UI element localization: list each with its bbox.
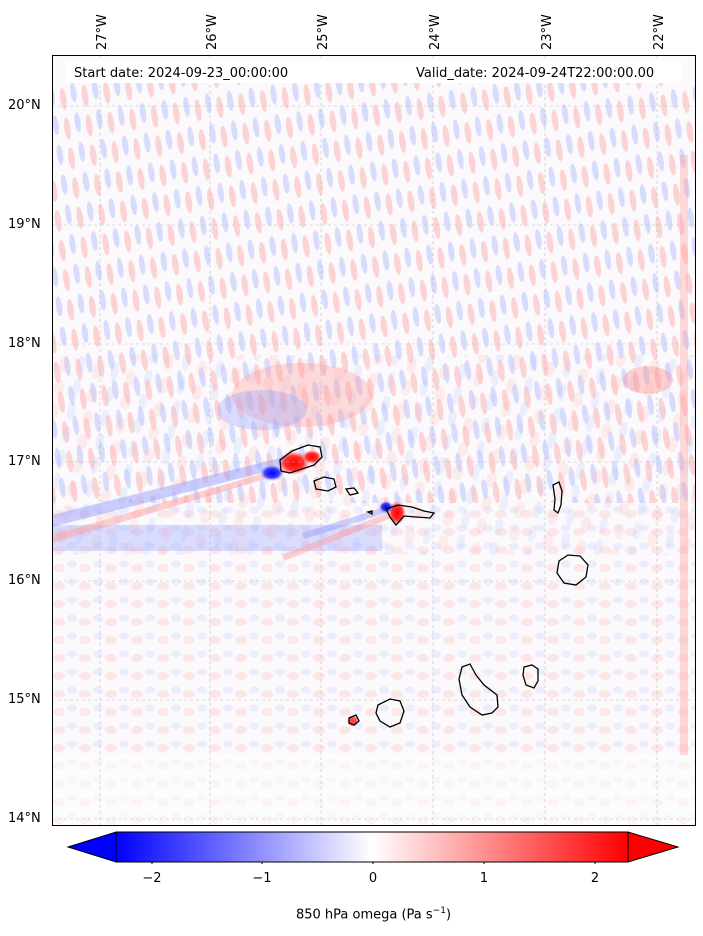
colorbar-tick-m2: −2	[142, 871, 162, 886]
island-fogo	[375, 698, 405, 728]
island-boa-vista	[556, 554, 589, 586]
colorbar-label-sup: −1	[432, 906, 446, 916]
lon-label-27w: 27°W	[95, 14, 110, 50]
island-brava	[348, 714, 360, 726]
lat-label-20n: 20°N	[8, 98, 41, 113]
coastlines	[279, 444, 589, 728]
colorbar-tick-1: 1	[479, 871, 489, 886]
lon-label-22w: 22°W	[652, 14, 667, 50]
blue-band	[52, 525, 382, 551]
lat-label-16n: 16°N	[8, 573, 41, 588]
island-sal	[552, 481, 563, 515]
omega-core-blue-santo-antao	[260, 465, 284, 481]
lon-label-23w: 23°W	[540, 14, 555, 50]
island-sao-vicente	[313, 476, 337, 492]
graticule	[52, 55, 696, 826]
colorbar-tick-0: 0	[368, 871, 378, 886]
colorbar-label-main: 850 hPa omega (Pa s	[295, 907, 433, 923]
lon-label-24w: 24°W	[428, 14, 443, 50]
island-ilheu	[366, 510, 373, 516]
lat-label-14n: 14°N	[8, 811, 41, 826]
lat-label-17n: 17°N	[8, 454, 41, 469]
island-santo-antao	[279, 444, 323, 474]
colorbar	[66, 831, 680, 864]
start-date-label: Start date: 2024-09-23_00:00:00	[74, 66, 289, 81]
colorbar-tick-2: 2	[590, 871, 600, 886]
valid-date-label: Valid_date: 2024-09-24T22:00:00.00	[416, 66, 655, 81]
lat-label-19n: 19°N	[8, 217, 41, 232]
colorbar-tick-m1: −1	[252, 871, 272, 886]
island-santiago	[458, 663, 499, 716]
island-maio	[522, 664, 539, 689]
island-sao-nicolau	[385, 504, 436, 527]
lat-label-15n: 15°N	[8, 692, 41, 707]
lat-label-18n: 18°N	[8, 336, 41, 351]
lon-label-26w: 26°W	[205, 14, 220, 50]
colorbar-label: 850 hPa omega (Pa s−1)	[22, 906, 703, 922]
lon-label-25w: 25°W	[316, 14, 331, 50]
colorbar-label-end: )	[445, 907, 452, 923]
omega-map	[52, 55, 696, 826]
island-santa-luzia	[344, 487, 360, 496]
